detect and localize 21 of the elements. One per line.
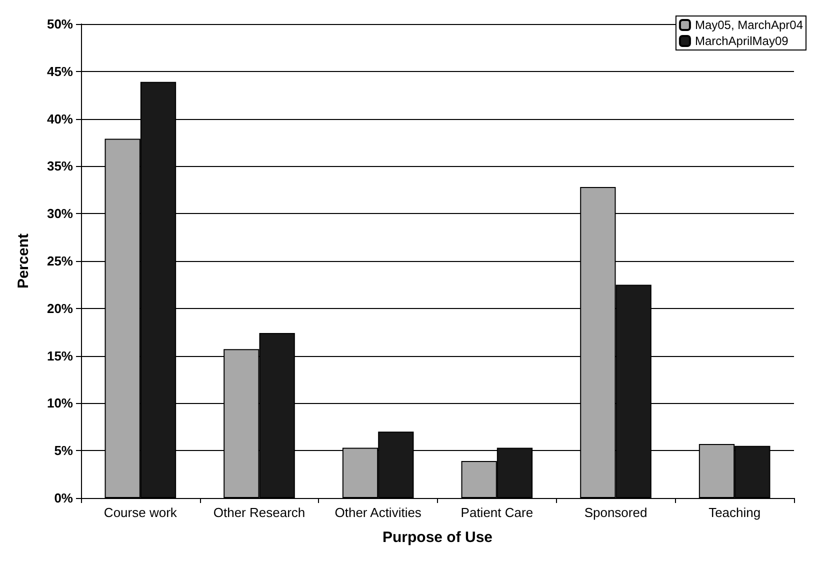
y-tick-label: 35% [46, 158, 74, 174]
legend-label: MarchAprilMay09 [694, 34, 789, 48]
y-tick-label: 20% [46, 300, 74, 316]
x-tick-label: Other Activities [334, 505, 422, 520]
x-tick-label: Other Research [213, 505, 306, 520]
y-tick-label: 5% [54, 443, 74, 458]
y-tick-label: 50% [46, 16, 74, 32]
y-tick-label: 45% [46, 64, 74, 79]
y-tick-label: 15% [46, 348, 74, 364]
y-tick-label: 30% [46, 206, 74, 222]
y-tick-label: 40% [46, 111, 74, 126]
x-tick-label: Teaching [708, 505, 761, 520]
x-tick-label: Sponsored [584, 505, 648, 520]
x-axis-title: Purpose of Use [382, 529, 493, 546]
y-axis-title: Percent [15, 233, 32, 289]
y-tick-label: 0% [54, 490, 74, 506]
x-tick-label: Patient Care [460, 505, 534, 520]
legend-label: May05, MarchApr04 [694, 18, 804, 32]
y-tick-label: 10% [46, 396, 74, 411]
x-tick-label: Course work [104, 505, 178, 520]
y-tick-label: 25% [46, 254, 74, 268]
